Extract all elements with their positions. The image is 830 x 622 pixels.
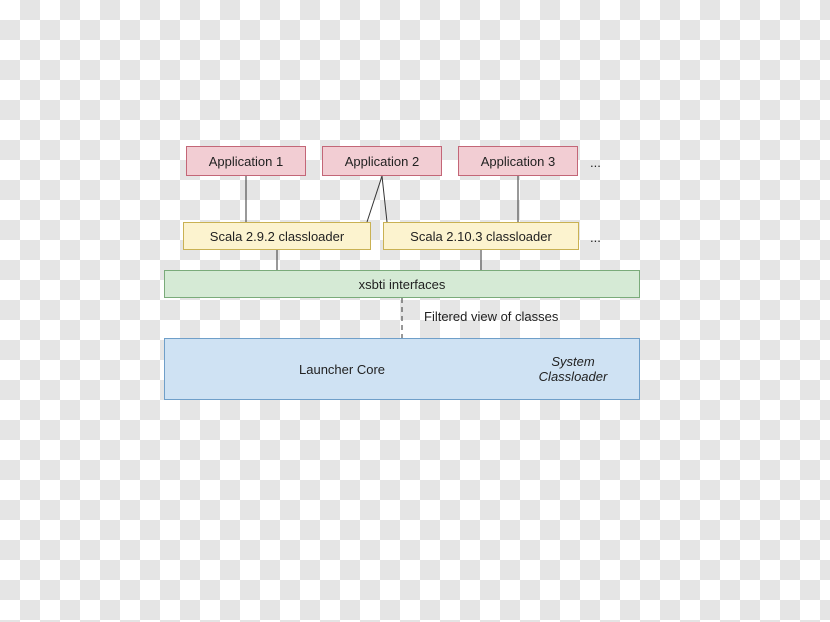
scala-292-classloader-label: Scala 2.9.2 classloader xyxy=(210,229,344,244)
filtered-view-label: Filtered view of classes xyxy=(424,309,558,324)
app-3-label: Application 3 xyxy=(481,154,555,169)
launcher-core-label: Launcher Core xyxy=(171,362,513,377)
launcher-core-box: Launcher Core System Classloader xyxy=(164,338,640,400)
app-1-label: Application 1 xyxy=(209,154,283,169)
scala-2103-classloader-label: Scala 2.10.3 classloader xyxy=(410,229,552,244)
app-1-box: Application 1 xyxy=(186,146,306,176)
app-3-box: Application 3 xyxy=(458,146,578,176)
scala-292-classloader-box: Scala 2.9.2 classloader xyxy=(183,222,371,250)
xsbti-interfaces-box: xsbti interfaces xyxy=(164,270,640,298)
xsbti-interfaces-label: xsbti interfaces xyxy=(359,277,446,292)
app-2-label: Application 2 xyxy=(345,154,419,169)
classloaders-ellipsis: ... xyxy=(590,230,601,245)
edge-layer xyxy=(0,0,830,622)
apps-ellipsis: ... xyxy=(590,155,601,170)
diagram-stage: Application 1 Application 2 Application … xyxy=(0,0,830,622)
scala-2103-classloader-box: Scala 2.10.3 classloader xyxy=(383,222,579,250)
app-2-box: Application 2 xyxy=(322,146,442,176)
system-classloader-label: System Classloader xyxy=(513,354,633,384)
